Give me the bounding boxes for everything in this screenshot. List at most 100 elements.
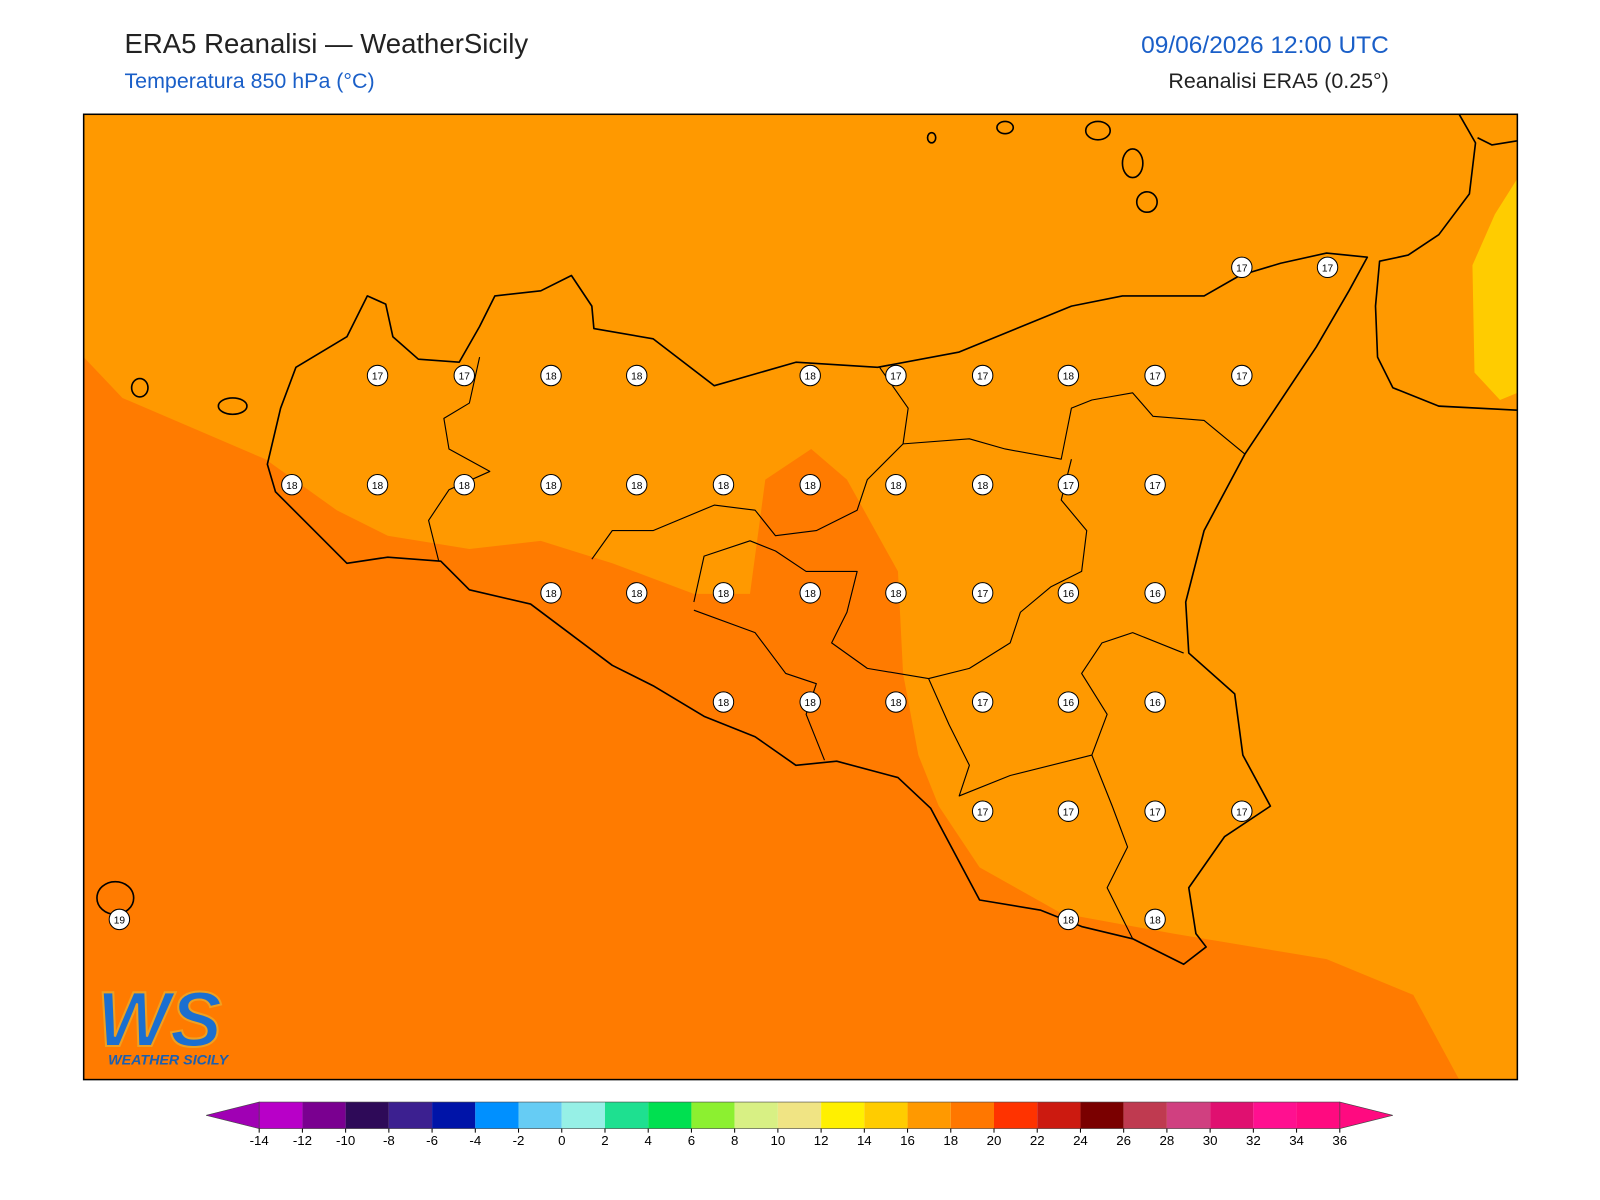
island: [1121, 148, 1144, 179]
colorbar-tick-label: 28: [1160, 1133, 1175, 1148]
station-value: 18: [286, 481, 298, 492]
colorbar: -14 -12 -10 -8 -6 -4 -2 0 2 4 6 8 10 12 14 16 18 20 22 24 26…: [206, 1101, 1393, 1148]
station-value: 16: [1149, 698, 1161, 709]
map-area: [82, 113, 1519, 1081]
station: 18: [1144, 908, 1166, 931]
station-marker: [1057, 908, 1080, 931]
station: 18: [885, 582, 907, 604]
station: 18: [626, 582, 648, 604]
station-marker: [453, 473, 475, 496]
station-marker: [1231, 364, 1253, 387]
station-marker: [799, 691, 821, 713]
colorbar-under: [206, 1101, 260, 1129]
colorbar-segment: [1037, 1102, 1081, 1129]
station-value: 18: [1149, 915, 1161, 926]
colorbar-tick-label: 0: [558, 1133, 565, 1148]
station: 17: [1231, 256, 1253, 279]
station-marker: [1057, 473, 1080, 496]
colorbar-tick-label: -2: [513, 1133, 525, 1148]
station-value: 18: [1063, 372, 1075, 383]
colorbar-tick-label: 10: [771, 1133, 786, 1148]
station-value: 19: [114, 915, 126, 926]
station-marker: [971, 473, 994, 496]
colorbar-tick-label: 16: [900, 1133, 915, 1148]
colorbar-segment: [604, 1102, 649, 1129]
station: 17: [1144, 364, 1166, 387]
station: 18: [453, 473, 475, 496]
province-border: [693, 459, 1088, 680]
station-marker: [366, 364, 389, 387]
colorbar-tick-label: -8: [383, 1133, 395, 1148]
station-value: 16: [1063, 698, 1075, 709]
title: ERA5 Reanalisi — WeatherSicily: [124, 28, 528, 59]
station-value: 18: [890, 698, 902, 709]
station-value: 18: [631, 481, 643, 492]
colorbar-segment: [302, 1102, 346, 1129]
colorbar-segment: [1123, 1102, 1167, 1129]
station-value: 18: [372, 481, 384, 492]
station-marker: [1144, 800, 1166, 822]
station: 16: [1144, 582, 1166, 604]
station: 17: [1144, 473, 1166, 496]
sicily-coast: [266, 252, 1369, 966]
station: 18: [712, 691, 735, 713]
island: [130, 377, 149, 398]
station-marker: [885, 473, 907, 496]
colorbar-tick-label: -12: [293, 1133, 312, 1148]
station: 18: [712, 582, 735, 604]
warm-band: [83, 357, 1460, 1080]
station: 16: [1057, 691, 1080, 713]
station-value: 18: [718, 481, 730, 492]
colorbar-tick-label: -14: [250, 1133, 269, 1148]
colorbar-segment: [907, 1102, 951, 1129]
station-value: 17: [1236, 263, 1248, 274]
island: [996, 120, 1015, 135]
station: 18: [885, 473, 907, 496]
station-marker: [885, 582, 907, 604]
station-value: 18: [890, 481, 902, 492]
colorbar-segment: [345, 1102, 389, 1129]
station-value: 17: [1063, 807, 1075, 818]
station: 18: [799, 364, 821, 387]
station-value: 18: [805, 481, 817, 492]
station: 18: [540, 473, 562, 496]
station-value: 17: [977, 698, 989, 709]
station-marker: [712, 691, 735, 713]
colorbar-tick-label: 2: [601, 1133, 608, 1148]
colorbar-over: [1339, 1101, 1393, 1129]
station: 17: [1231, 364, 1253, 387]
colorbar-segment: [1080, 1102, 1124, 1129]
station: 17: [1144, 800, 1166, 822]
station-marker: [1057, 582, 1080, 604]
station-marker: [1144, 473, 1166, 496]
colorbar-tick-label: 12: [814, 1133, 829, 1148]
station-value: 18: [805, 372, 817, 383]
colorbar-tick-label: 14: [857, 1133, 872, 1148]
station-value: 17: [459, 372, 471, 383]
province-border: [693, 609, 826, 761]
source: Reanalisi ERA5 (0.25°): [1168, 69, 1388, 93]
colorbar-segment: [1253, 1102, 1297, 1129]
station-value: 18: [805, 589, 817, 600]
station: 18: [1057, 364, 1080, 387]
station-value: 17: [1149, 372, 1161, 383]
station-marker: [540, 582, 562, 604]
station-marker: [1057, 364, 1080, 387]
station-marker: [971, 800, 994, 822]
colorbar-segment: [1210, 1102, 1254, 1129]
station-value: 17: [977, 372, 989, 383]
station-marker: [971, 691, 994, 713]
station: 17: [971, 691, 994, 713]
colorbar-tick-label: -4: [469, 1133, 481, 1148]
station-marker: [1316, 256, 1339, 279]
station-marker: [971, 582, 994, 604]
station-value: 17: [1063, 481, 1075, 492]
station-value: 18: [805, 698, 817, 709]
station: 19: [108, 908, 131, 931]
station-value: 18: [1063, 915, 1075, 926]
colorbar-tick-label: 32: [1246, 1133, 1261, 1148]
province-border: [591, 443, 904, 560]
colorbar-segment: [1296, 1102, 1340, 1129]
colorbar-segment: [777, 1102, 822, 1129]
